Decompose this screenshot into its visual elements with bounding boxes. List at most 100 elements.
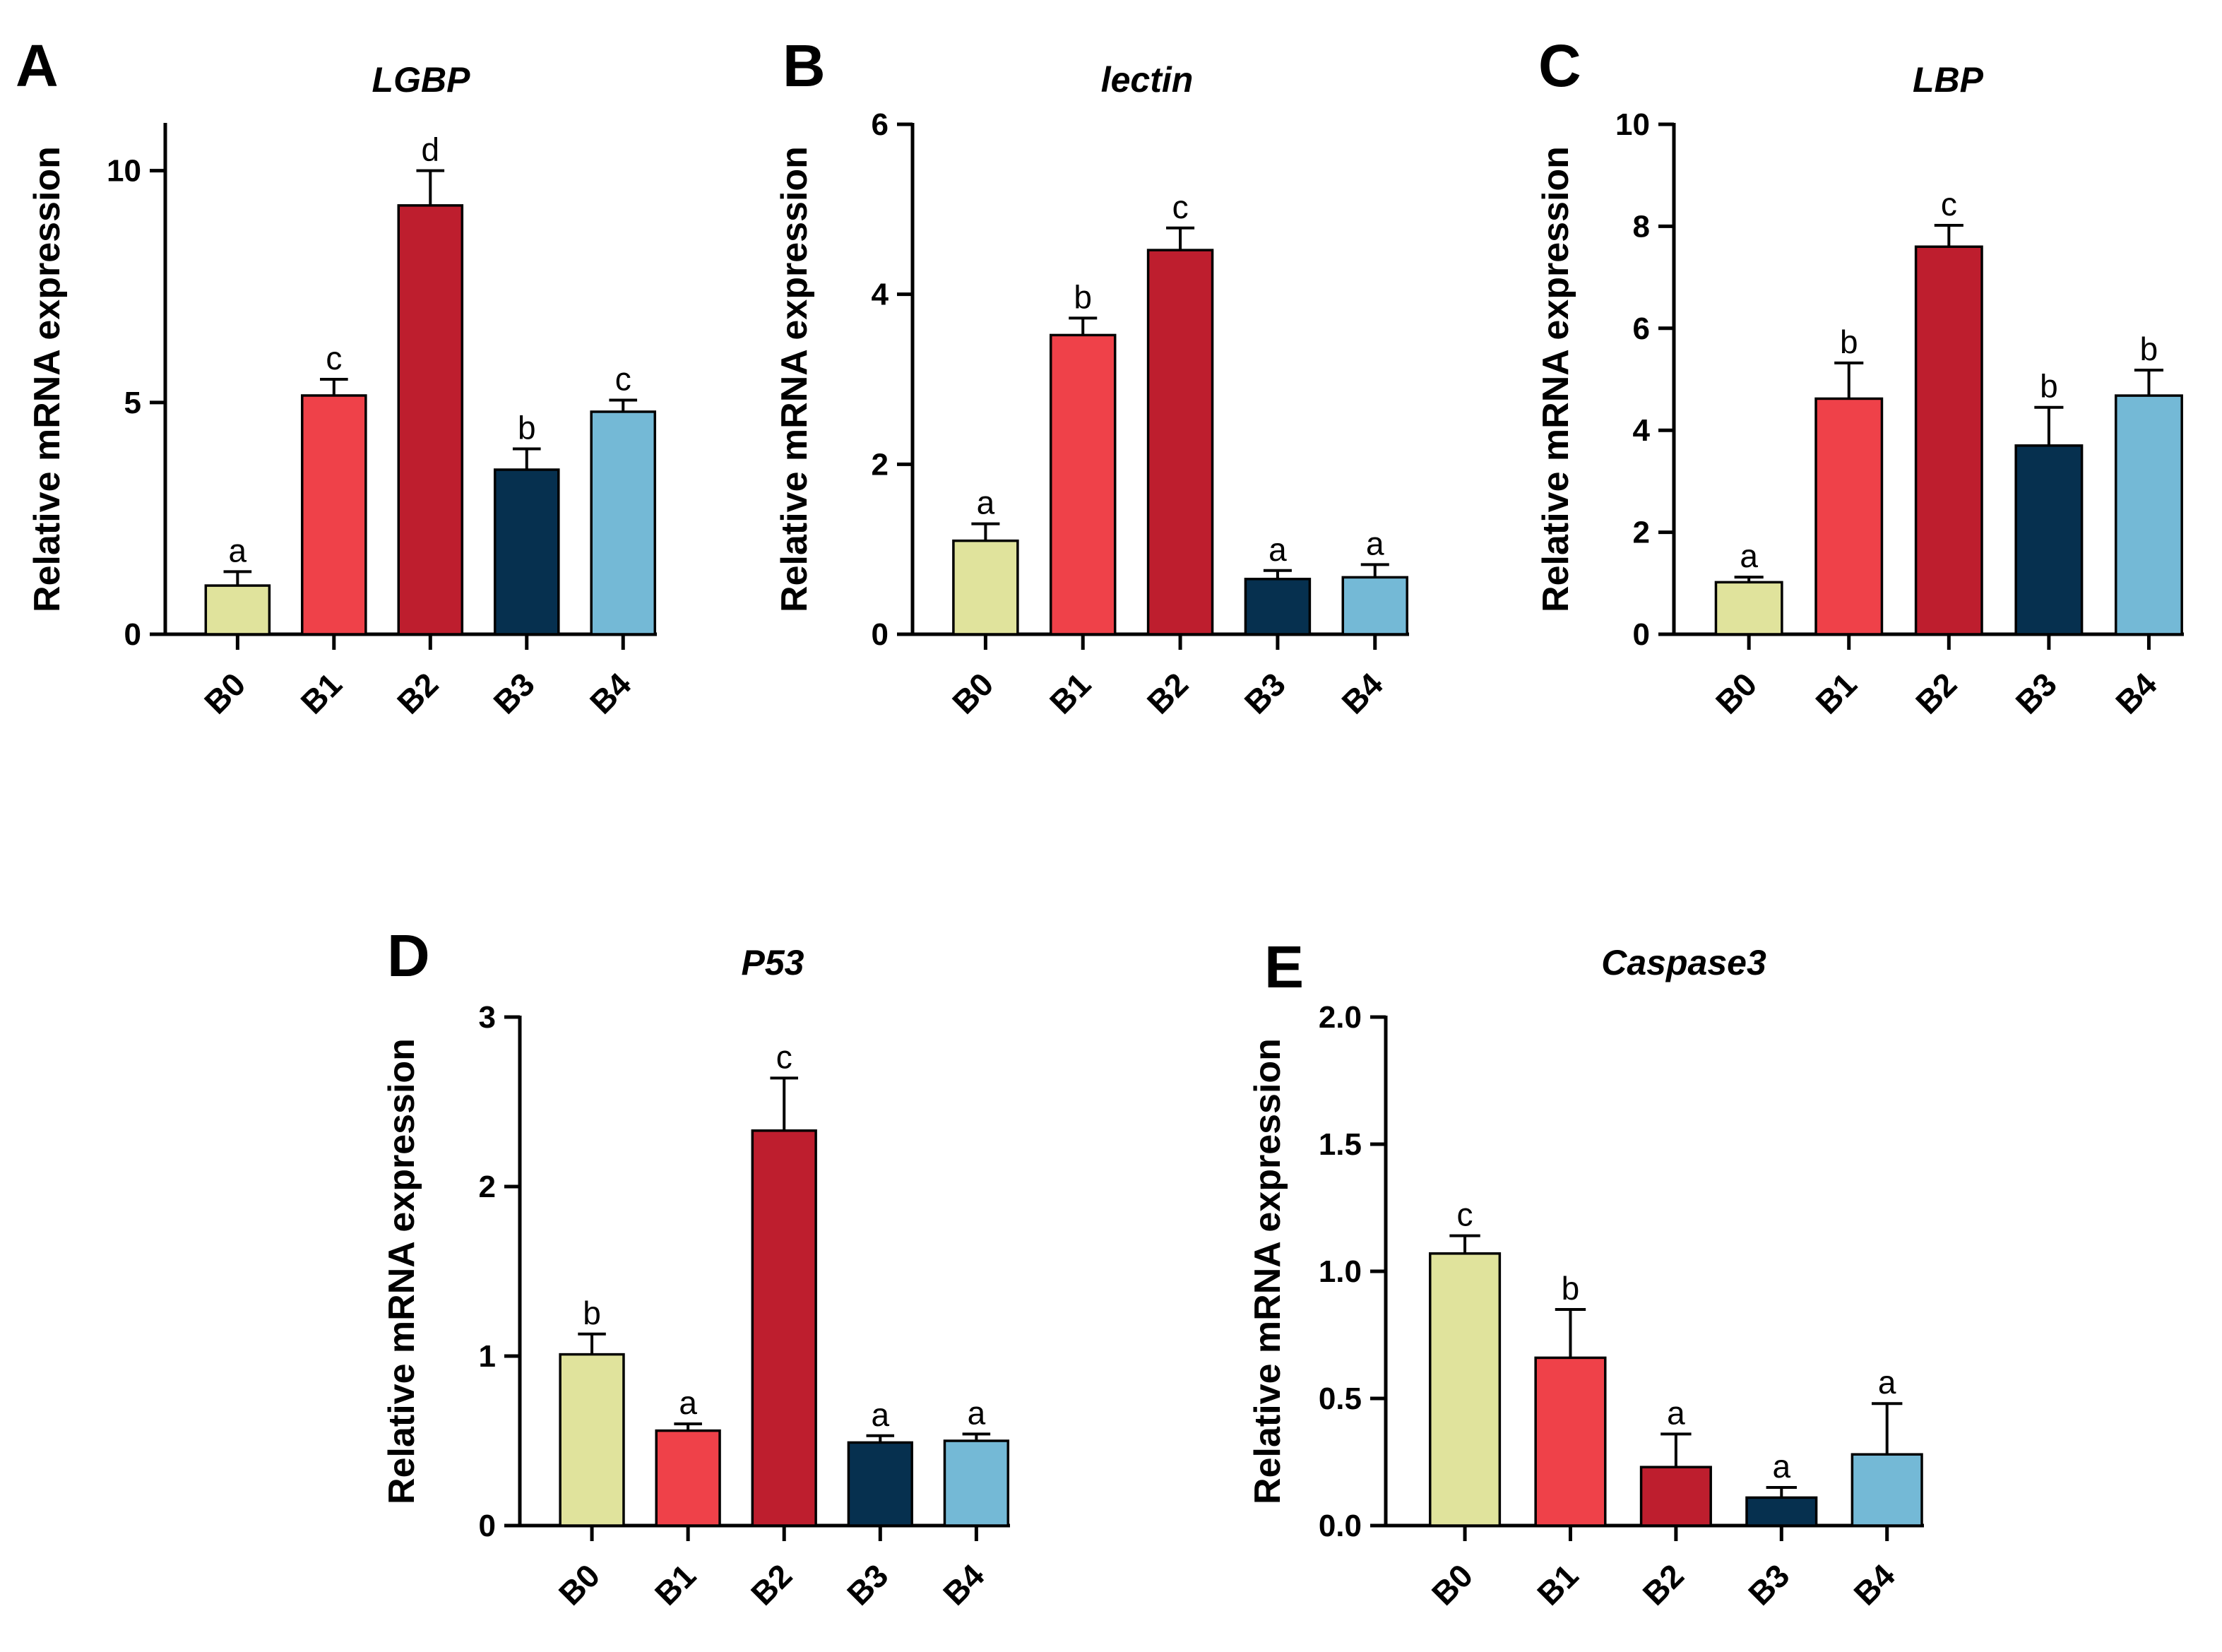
- y-tick-label: 5: [124, 386, 141, 420]
- category-label: B1: [1808, 665, 1863, 720]
- significance-letter: b: [1562, 1270, 1580, 1307]
- category-label: B3: [2009, 665, 2064, 720]
- category-label: B4: [2108, 665, 2164, 721]
- y-tick-label: 4: [1633, 413, 1651, 448]
- bar-b0: [204, 584, 271, 636]
- y-axis-label: Relative mRNA expression: [381, 1038, 422, 1504]
- bar-b1: [1534, 1356, 1607, 1527]
- category-label: B1: [648, 1557, 703, 1612]
- category-label: B0: [1709, 665, 1764, 720]
- bar-b0: [1429, 1252, 1502, 1527]
- category-label: B3: [1741, 1557, 1796, 1612]
- y-tick-label: 0: [479, 1509, 496, 1543]
- bar-b2: [1639, 1466, 1712, 1527]
- significance-letter: a: [1772, 1448, 1790, 1485]
- bar-b1: [655, 1429, 721, 1527]
- significance-letter: b: [1074, 278, 1092, 315]
- y-tick-label: 4: [872, 278, 889, 312]
- bar-b3: [1745, 1496, 1818, 1527]
- significance-letter: b: [583, 1295, 601, 1331]
- significance-letter: a: [229, 532, 247, 569]
- category-label: B1: [294, 665, 349, 720]
- significance-letter: a: [1740, 537, 1758, 574]
- y-tick-label: 2: [479, 1170, 496, 1204]
- category-label: B0: [552, 1557, 607, 1612]
- significance-letter: b: [2040, 368, 2058, 405]
- y-tick-label: 1.5: [1319, 1127, 1362, 1162]
- significance-letter: c: [1172, 189, 1189, 225]
- bar-b1: [1814, 397, 1884, 636]
- bar-b0: [1714, 581, 1783, 636]
- category-label: B3: [1237, 665, 1293, 720]
- y-tick-label: 0.5: [1319, 1381, 1362, 1416]
- significance-letter: a: [1667, 1394, 1685, 1431]
- bar-b4: [590, 410, 657, 636]
- y-axis-label: Relative mRNA expression: [774, 146, 815, 612]
- bar-b4: [2114, 394, 2183, 636]
- significance-letter: c: [776, 1038, 792, 1075]
- significance-letter: c: [1941, 186, 1957, 222]
- chart-panel-a: A LGBP Relative mRNA expression 0 5 10 B0 a B1 c B…: [16, 32, 657, 721]
- y-tick-label: 3: [479, 1000, 496, 1035]
- significance-letter: a: [968, 1394, 986, 1431]
- category-label: B2: [1636, 1557, 1691, 1612]
- y-tick-label: 10: [1615, 107, 1650, 142]
- significance-letter: a: [977, 485, 995, 521]
- category-label: B0: [197, 665, 252, 720]
- bar-b2: [1914, 245, 1983, 636]
- panel-letter: C: [1538, 32, 1581, 99]
- y-tick-label: 10: [107, 154, 141, 189]
- bar-b2: [397, 204, 464, 636]
- y-tick-label: 0: [872, 617, 889, 652]
- category-label: B4: [1846, 1557, 1902, 1612]
- bar-b3: [1244, 578, 1312, 636]
- bar-b2: [751, 1129, 817, 1527]
- significance-letter: c: [615, 361, 631, 398]
- chart-title: P53: [742, 943, 804, 982]
- significance-letter: b: [2140, 331, 2158, 367]
- category-label: B0: [1425, 1557, 1480, 1612]
- chart-panel-c: C LBP Relative mRNA expression 0 2 4 6 8 10 B0 a B1…: [1535, 32, 2184, 721]
- category-label: B2: [1140, 665, 1195, 720]
- bar-b4: [1850, 1453, 1923, 1527]
- significance-letter: a: [1269, 531, 1287, 568]
- panel-letter: D: [387, 922, 430, 989]
- category-label: B2: [744, 1557, 799, 1612]
- bar-b4: [943, 1439, 1010, 1527]
- y-axis-label: Relative mRNA expression: [1535, 146, 1576, 612]
- category-label: B2: [390, 665, 445, 720]
- y-tick-label: 0: [124, 617, 141, 652]
- panel-letter: E: [1264, 934, 1304, 1000]
- bar-b4: [1341, 576, 1408, 636]
- category-label: B2: [1908, 665, 1963, 720]
- category-label: B4: [1334, 665, 1390, 721]
- significance-letter: c: [326, 340, 342, 376]
- category-label: B4: [936, 1557, 992, 1612]
- bar-b2: [1146, 249, 1214, 636]
- y-tick-label: 2: [1633, 516, 1650, 550]
- y-tick-label: 1: [479, 1339, 496, 1374]
- significance-letter: a: [871, 1396, 889, 1433]
- y-tick-label: 6: [1633, 311, 1650, 346]
- significance-letter: a: [1878, 1364, 1896, 1401]
- bar-b1: [301, 394, 367, 636]
- panel-letter: B: [783, 32, 826, 99]
- category-label: B0: [945, 665, 1000, 720]
- chart-panel-d: D P53 Relative mRNA expression 0 1 2 3 B0 b B1 a B2…: [381, 922, 1010, 1612]
- significance-letter: a: [1366, 525, 1384, 561]
- significance-letter: b: [518, 409, 536, 446]
- y-tick-label: 2.0: [1319, 1000, 1362, 1035]
- y-tick-label: 0: [1633, 617, 1650, 652]
- chart-title: LBP: [1913, 60, 1984, 100]
- category-label: B4: [583, 665, 638, 721]
- category-label: B1: [1042, 665, 1098, 720]
- panel-letter: A: [16, 32, 59, 99]
- significance-letter: b: [1840, 323, 1858, 360]
- y-tick-label: 2: [872, 447, 889, 482]
- y-tick-label: 8: [1633, 209, 1650, 244]
- y-axis-label: Relative mRNA expression: [27, 146, 68, 612]
- significance-letter: d: [421, 131, 439, 168]
- bar-b1: [1049, 333, 1117, 636]
